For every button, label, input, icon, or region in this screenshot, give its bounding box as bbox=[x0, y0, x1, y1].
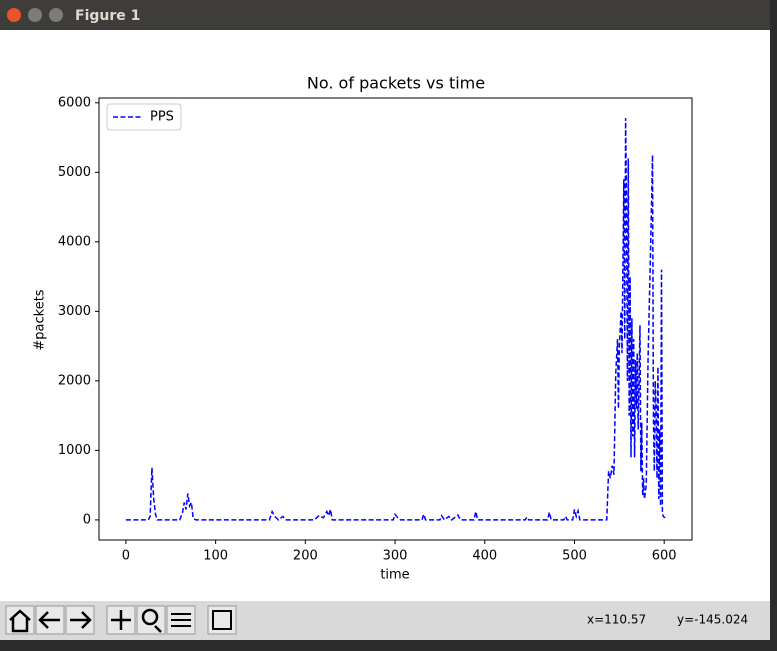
x-tick-label: 200 bbox=[293, 549, 318, 564]
legend-frame bbox=[106, 103, 182, 131]
y-tick-label: 0 bbox=[83, 512, 91, 527]
y-tick-label: 6000 bbox=[58, 95, 91, 110]
window-title: Figure 1 bbox=[75, 8, 140, 24]
chart-title: No. of packets vs time bbox=[307, 74, 485, 93]
y-tick-label: 2000 bbox=[58, 373, 91, 388]
legend: PPS bbox=[106, 103, 182, 131]
x-tick-label: 400 bbox=[472, 549, 497, 564]
home-icon bbox=[9, 609, 31, 633]
forward-icon bbox=[70, 611, 92, 629]
maximize-button[interactable] bbox=[49, 8, 63, 22]
zoom-icon bbox=[154, 625, 162, 633]
zoom-lens bbox=[141, 608, 159, 626]
data-line bbox=[125, 118, 666, 522]
y-tick-label: 3000 bbox=[58, 304, 91, 319]
pan-icon bbox=[111, 610, 131, 630]
x-tick-label: 0 bbox=[122, 549, 130, 564]
x-tick-label: 500 bbox=[562, 549, 587, 564]
toolbar-buttons bbox=[5, 605, 237, 635]
close-button[interactable] bbox=[7, 8, 21, 22]
status-x: x=110.57 bbox=[587, 613, 646, 627]
y-axis-label: #packets bbox=[33, 289, 48, 350]
save-icon bbox=[212, 610, 232, 630]
x-tick-label: 600 bbox=[652, 549, 677, 564]
plot: 0 100 200 300 400 500 600010002000300040005000… bbox=[58, 95, 677, 563]
status-y: y=-145.024 bbox=[677, 613, 748, 627]
minimize-button[interactable] bbox=[28, 8, 42, 22]
y-tick-label: 5000 bbox=[58, 165, 91, 180]
title-bar bbox=[0, 0, 770, 30]
back-icon bbox=[38, 611, 60, 629]
y-tick-label: 4000 bbox=[58, 234, 91, 249]
x-tick-label: 100 bbox=[203, 549, 228, 564]
x-axis-label: time bbox=[380, 568, 409, 583]
axes-frame bbox=[98, 97, 693, 541]
legend-label: PPS bbox=[150, 110, 174, 125]
window bbox=[0, 0, 770, 640]
y-tick-label: 1000 bbox=[58, 443, 91, 458]
configure-icon bbox=[171, 613, 191, 627]
x-tick-label: 300 bbox=[383, 549, 408, 564]
